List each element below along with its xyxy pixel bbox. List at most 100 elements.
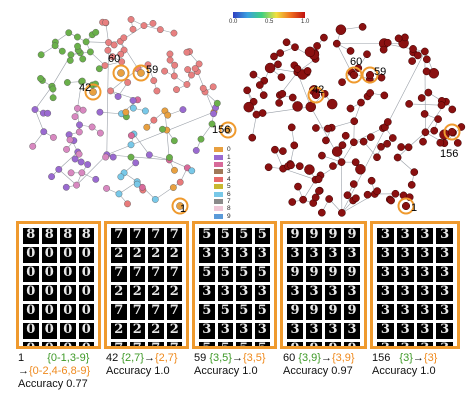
digit-glyph: 3 (420, 323, 430, 337)
digit-glyph: 0 (81, 266, 91, 280)
digit-glyph: 5 (220, 266, 230, 280)
graph-node (401, 33, 409, 42)
graph-node (408, 57, 416, 65)
graph-node (29, 142, 37, 150)
digit-glyph: 5 (239, 228, 249, 242)
digit-glyph: 3 (309, 323, 319, 337)
digit-glyph: 3 (380, 228, 390, 242)
digit-glyph: 0 (26, 304, 36, 318)
graph-node (287, 123, 296, 132)
digit-glyph: 5 (257, 228, 267, 242)
digit-glyph: 0 (63, 323, 73, 337)
digit-image: 7 (111, 342, 127, 346)
graph-node (166, 50, 174, 58)
digit-glyph: 3 (239, 285, 249, 299)
graph-edge (341, 142, 355, 163)
graph-node (276, 49, 285, 57)
graph-node (424, 88, 433, 97)
digit-image: 3 (217, 323, 233, 339)
digit-glyph: 9 (347, 304, 357, 318)
digit-image: 9 (306, 342, 322, 346)
panel-1-id: 1 (18, 352, 25, 364)
right-node-label-42: 42 (312, 84, 325, 96)
graph-node (31, 106, 39, 113)
digit-image: 9 (344, 266, 360, 282)
digit-image: 9 (287, 266, 303, 282)
graph-edge (58, 169, 77, 186)
graph-node (82, 38, 90, 46)
digit-glyph: 3 (257, 323, 267, 337)
highlight-ring (112, 64, 130, 82)
digit-glyph: 9 (325, 342, 341, 346)
digit-image: 3 (254, 323, 270, 339)
graph-node (295, 162, 304, 171)
graph-node (208, 120, 216, 128)
digit-glyph: 0 (81, 323, 91, 337)
digit-image: 5 (236, 266, 252, 282)
digit-glyph: 7 (111, 342, 127, 346)
digit-image: 3 (236, 247, 252, 263)
graph-node (277, 73, 286, 82)
graph-node (346, 104, 355, 113)
digit-image: 3 (416, 247, 434, 263)
digit-glyph: 5 (257, 266, 267, 280)
graph-node (115, 190, 123, 198)
graph-edge (120, 41, 139, 70)
digit-image: 7 (111, 266, 127, 282)
digit-glyph: 3 (290, 285, 300, 299)
digit-image: 3 (396, 323, 414, 339)
graph-node (127, 153, 135, 161)
graph-node (299, 195, 307, 204)
graph-node (169, 184, 177, 191)
graph-node (114, 93, 122, 100)
highlight-node (137, 69, 145, 77)
graph-node (110, 41, 118, 49)
digit-image: 9 (306, 266, 322, 282)
digit-image: 3 (436, 285, 453, 301)
digit-image: 3 (377, 342, 394, 346)
graph-node (78, 169, 86, 177)
digit-glyph: 3 (347, 323, 357, 337)
digit-image: 0 (78, 266, 94, 282)
panel-59-arrow: → (231, 352, 243, 364)
graph-node (73, 181, 80, 189)
digit-image: 5 (236, 304, 252, 320)
digit-glyph: 9 (309, 228, 319, 242)
digit-glyph: 7 (132, 304, 142, 318)
digit-glyph: 3 (290, 323, 300, 337)
left-node-label-42: 42 (79, 82, 92, 94)
graph-node (430, 126, 439, 135)
sample-panel-1: 8888000000000000000000000000 (16, 221, 101, 349)
graph-edge (106, 154, 170, 161)
digit-glyph: 9 (306, 342, 322, 346)
digit-glyph: 7 (151, 266, 161, 280)
graph-node (407, 181, 416, 189)
digit-image: 7 (129, 304, 145, 320)
legend-swatch (214, 147, 223, 153)
digit-glyph: 8 (81, 228, 91, 242)
panel-59-caption: 59 {3,5}→{3,5} (194, 352, 266, 364)
digit-glyph: 5 (202, 228, 212, 242)
digit-image: 0 (41, 247, 57, 263)
graph-node (210, 110, 217, 118)
legend-entry-4: 4 (214, 176, 231, 183)
graph-node (117, 50, 125, 58)
graph-node (363, 190, 372, 199)
digit-glyph: 5 (239, 266, 249, 280)
panel-1-caption: 1 {0-1,3-9} (18, 352, 89, 364)
panel-1-to: {0-2,4-6,8-9} (29, 365, 91, 377)
digit-glyph: 3 (309, 285, 319, 299)
graph-node (270, 52, 278, 61)
digit-glyph: 3 (380, 285, 390, 299)
digit-image: 0 (23, 247, 39, 263)
digit-image: 0 (60, 285, 76, 301)
digit-image: 0 (78, 247, 94, 263)
digit-image: 9 (306, 228, 322, 244)
digit-glyph: 3 (257, 247, 267, 261)
graph-node (355, 164, 366, 175)
graph-node (311, 193, 320, 202)
digit-glyph: 0 (79, 342, 95, 346)
panel-156-from: {3} (399, 352, 413, 364)
graph-node (417, 94, 426, 102)
